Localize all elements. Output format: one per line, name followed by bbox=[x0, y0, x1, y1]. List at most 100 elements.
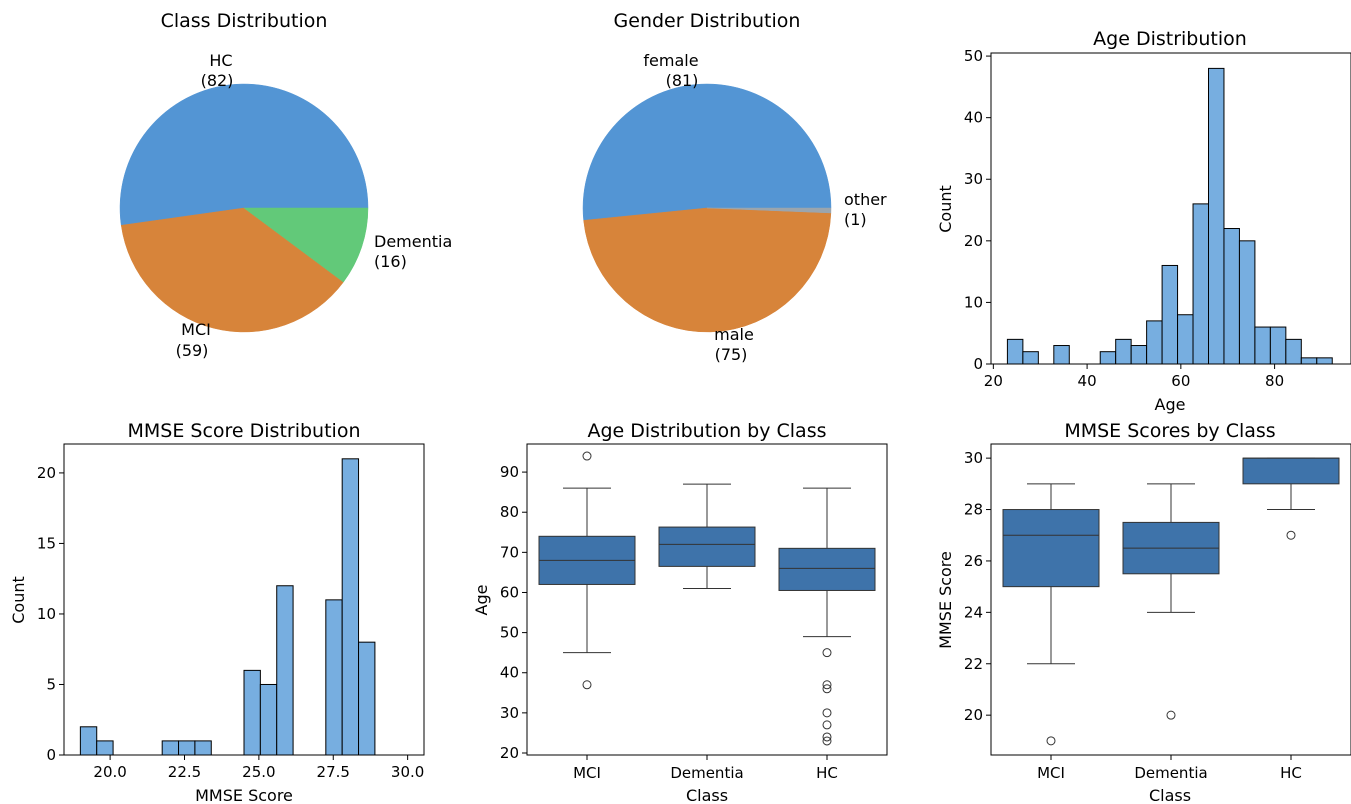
box-iqr bbox=[778, 547, 876, 591]
x-tick-label: HC bbox=[1280, 764, 1302, 782]
histogram-bar bbox=[243, 669, 261, 756]
age-by-class-boxplot: Age Distribution by Class Class Age MCI D… bbox=[472, 420, 888, 804]
y-tick-label: 90 bbox=[500, 463, 519, 481]
y-axis-label: Age bbox=[472, 585, 491, 616]
y-tick-label: 50 bbox=[964, 47, 983, 65]
y-tick-label: 80 bbox=[500, 503, 519, 521]
x-tick-label: MCI bbox=[1037, 764, 1065, 782]
histogram-bar bbox=[1115, 338, 1132, 365]
x-axis-label: Class bbox=[1149, 786, 1191, 804]
x-tick-label: 80 bbox=[1265, 372, 1284, 390]
pie-slice bbox=[120, 207, 344, 333]
slice-label: HC bbox=[209, 51, 232, 70]
outlier-point bbox=[1286, 530, 1296, 540]
y-axis-label: Count bbox=[9, 576, 28, 624]
y-axis-label: Count bbox=[936, 185, 955, 233]
box-iqr bbox=[658, 526, 756, 567]
axes-frame bbox=[63, 443, 425, 756]
slice-label: other bbox=[844, 190, 887, 209]
chart-title: Class Distribution bbox=[161, 10, 328, 32]
gender-distribution-pie: Gender Distribution female(81) male(75) ot… bbox=[582, 10, 887, 364]
histogram-bar bbox=[358, 641, 376, 756]
age-histogram: Age Distribution Age Count 20 40 60 80 0 10 20… bbox=[936, 28, 1351, 414]
chart-title: Age Distribution by Class bbox=[587, 420, 826, 442]
class-distribution-pie: Class Distribution HC(82) MCI (59) Dementia… bbox=[119, 10, 452, 360]
histogram-bar bbox=[1146, 320, 1163, 365]
histogram-bar bbox=[1130, 345, 1148, 365]
slice-count-label: (59) bbox=[176, 341, 209, 360]
y-tick-label: 20 bbox=[964, 706, 983, 724]
chart-title: MMSE Score Distribution bbox=[128, 420, 361, 442]
histogram-bar bbox=[1300, 357, 1318, 365]
slice-label: MCI bbox=[181, 320, 211, 339]
outlier-point bbox=[582, 680, 592, 690]
y-tick-label: 15 bbox=[37, 534, 56, 552]
y-tick-label: 20 bbox=[500, 744, 519, 762]
outlier-point bbox=[582, 451, 592, 461]
axes-frame bbox=[990, 443, 1351, 756]
x-tick-label: Dementia bbox=[1134, 764, 1207, 782]
outlier-point bbox=[822, 648, 832, 658]
outlier-point bbox=[1046, 736, 1056, 746]
outlier-point bbox=[822, 684, 832, 694]
histogram-bar bbox=[276, 585, 294, 756]
y-tick-label: 5 bbox=[46, 675, 56, 693]
y-tick-label: 40 bbox=[500, 664, 519, 682]
x-tick-label: 22.5 bbox=[168, 763, 201, 781]
outlier-point bbox=[822, 680, 832, 690]
y-tick-label: 70 bbox=[500, 543, 519, 561]
y-tick-label: 0 bbox=[973, 355, 983, 373]
y-tick-label: 22 bbox=[964, 655, 983, 673]
histogram-bar bbox=[1269, 326, 1287, 365]
slice-count-label: (81) bbox=[666, 71, 699, 90]
histogram-bar bbox=[194, 740, 212, 756]
x-tick-label: 40 bbox=[1078, 372, 1097, 390]
x-tick-label: 60 bbox=[1171, 372, 1190, 390]
y-tick-label: 0 bbox=[46, 746, 56, 764]
outlier-point bbox=[1166, 710, 1176, 720]
x-tick-label: 20 bbox=[984, 372, 1003, 390]
histogram-bar bbox=[1177, 314, 1194, 365]
histogram-bar bbox=[1022, 351, 1039, 365]
y-tick-label: 50 bbox=[500, 624, 519, 642]
histogram-bar bbox=[1316, 357, 1333, 365]
y-tick-label: 10 bbox=[37, 605, 56, 623]
histogram-bar bbox=[79, 726, 98, 756]
histogram-bar bbox=[1161, 264, 1179, 365]
y-axis-label: MMSE Score bbox=[936, 551, 955, 649]
mmse-histogram: MMSE Score Distribution MMSE Score Count… bbox=[9, 420, 425, 804]
histogram-bar bbox=[1223, 228, 1240, 365]
slice-label: male bbox=[714, 325, 754, 344]
slice-count-label: (16) bbox=[374, 252, 407, 271]
y-tick-label: 10 bbox=[964, 293, 983, 311]
slice-count-label: (1) bbox=[844, 210, 867, 229]
mmse-by-class-boxplot: MMSE Scores by Class Class MMSE Score MC… bbox=[936, 420, 1351, 804]
x-tick-label: Dementia bbox=[670, 764, 743, 782]
outlier-point bbox=[822, 708, 832, 718]
histogram-bar bbox=[1099, 351, 1117, 365]
x-tick-label: 30.0 bbox=[391, 763, 424, 781]
chart-title: Gender Distribution bbox=[614, 10, 801, 32]
pie-slice bbox=[706, 207, 832, 214]
pie-slice bbox=[243, 207, 369, 283]
slice-count-label: (82) bbox=[201, 71, 234, 90]
y-tick-label: 20 bbox=[37, 464, 56, 482]
y-tick-label: 60 bbox=[500, 583, 519, 601]
outlier-point bbox=[822, 720, 832, 730]
x-tick-label: 20.0 bbox=[93, 763, 126, 781]
y-tick-label: 30 bbox=[500, 704, 519, 722]
histogram-bar bbox=[1285, 338, 1302, 365]
pie-slice bbox=[119, 83, 369, 226]
x-tick-label: 25.0 bbox=[242, 763, 275, 781]
histogram-bar bbox=[1254, 326, 1271, 365]
histogram-bar bbox=[1053, 345, 1070, 365]
box-iqr bbox=[1002, 509, 1100, 588]
histogram-bar bbox=[1006, 338, 1024, 365]
pie-slice bbox=[582, 83, 832, 221]
chart-title: MMSE Scores by Class bbox=[1064, 420, 1275, 442]
histogram-bar bbox=[1192, 203, 1209, 365]
histogram-bar bbox=[325, 599, 343, 756]
histogram-bar bbox=[96, 740, 114, 756]
histogram-bar bbox=[259, 683, 278, 756]
x-tick-label: 27.5 bbox=[317, 763, 350, 781]
